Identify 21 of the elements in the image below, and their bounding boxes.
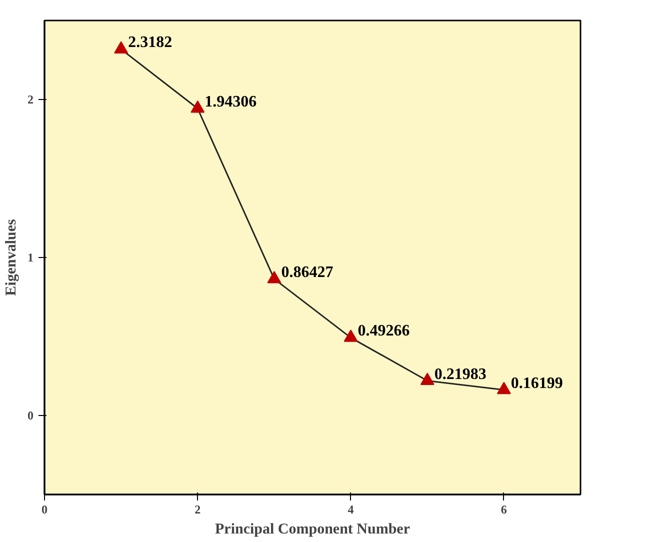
x-tick-label: 4 bbox=[348, 502, 354, 516]
point bbox=[190, 100, 205, 113]
point bbox=[344, 330, 358, 342]
point bbox=[420, 372, 434, 386]
y-tick-label: 2 bbox=[28, 92, 34, 106]
data-label: 0.86427 bbox=[281, 264, 334, 281]
data-label: 0.49266 bbox=[358, 322, 410, 340]
data-label: 0.16199 bbox=[510, 374, 563, 392]
point bbox=[114, 41, 128, 54]
y-tick-label: 0 bbox=[28, 408, 34, 422]
point bbox=[267, 270, 282, 284]
x-tick-label: 0 bbox=[42, 502, 48, 516]
x-axis-title: Principal Component Number bbox=[215, 522, 410, 538]
y-tick-label: 1 bbox=[28, 250, 34, 264]
data-label: 2.3182 bbox=[128, 34, 172, 52]
data-label: 0.21983 bbox=[434, 366, 486, 383]
x-tick-label: 2 bbox=[194, 502, 201, 516]
y-axis-title: Eigenvalues bbox=[4, 219, 20, 296]
point bbox=[496, 382, 511, 394]
x-tick-label: 6 bbox=[500, 502, 507, 516]
data-label: 1.94306 bbox=[204, 93, 257, 110]
